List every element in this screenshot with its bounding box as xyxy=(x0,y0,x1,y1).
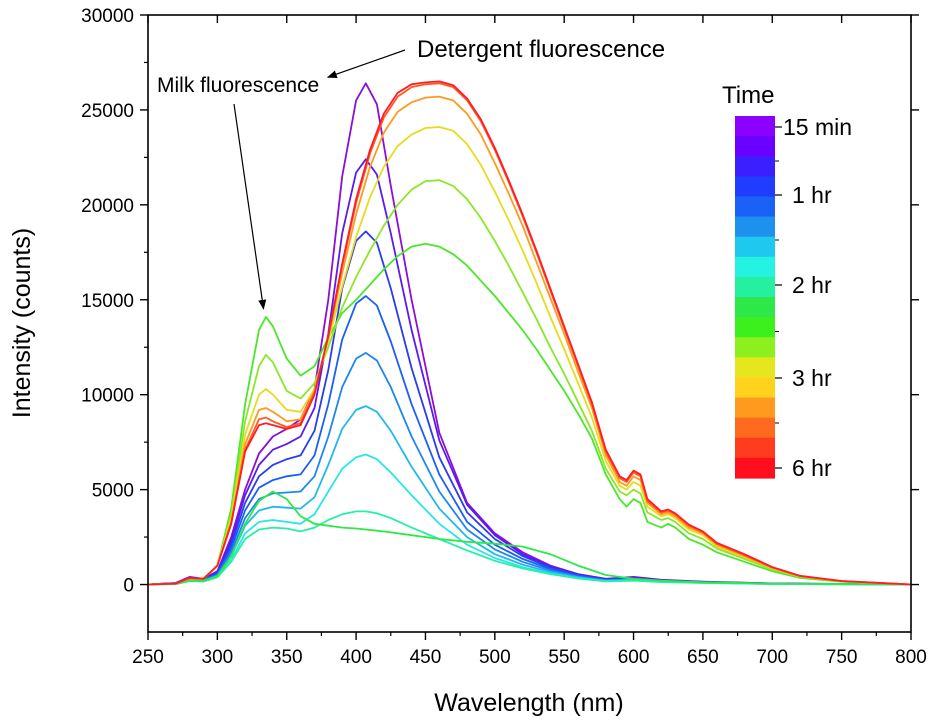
colorbar-segment xyxy=(735,116,775,137)
milk-annotation-label: Milk fluorescence xyxy=(157,74,319,97)
colorbar-segment xyxy=(735,317,775,338)
spectrum-line-15 xyxy=(147,80,912,586)
spectrum-line-12 xyxy=(147,126,912,586)
y-tick-label: 25000 xyxy=(81,101,134,122)
x-tick-label: 800 xyxy=(895,647,927,668)
series-layer xyxy=(147,80,912,586)
colorbar-segment xyxy=(735,216,775,238)
spectrum-line-13 xyxy=(147,95,912,586)
detergent-annotation-label: Detergent fluorescence xyxy=(417,36,665,63)
colorbar-segment xyxy=(735,437,775,459)
colorbar-label: 1 hr xyxy=(792,182,832,208)
colorbar-segment xyxy=(735,417,775,439)
x-axis-title: Wavelength (nm) xyxy=(434,689,623,717)
colorbar-segment xyxy=(735,136,775,157)
milk-annotation-arrow xyxy=(233,103,267,310)
colorbar-segment xyxy=(735,337,775,358)
time-colorbar: Time 15 min 1 hr 2 hr 3 hr 6 hr xyxy=(722,82,852,481)
colorbar-segment xyxy=(735,377,775,399)
y-tick-label: 0 xyxy=(123,576,134,597)
y-tick-label: 20000 xyxy=(81,196,134,217)
x-tick-label: 450 xyxy=(410,647,442,668)
y-tick-label: 15000 xyxy=(81,291,134,312)
y-tick-label: 30000 xyxy=(81,6,134,27)
colorbar-segment xyxy=(735,256,775,278)
spectrum-line-11 xyxy=(147,179,912,586)
colorbar-segment xyxy=(735,276,775,298)
x-tick-label: 300 xyxy=(202,647,234,668)
y-tick-label: 10000 xyxy=(81,386,134,407)
colorbar-label: 6 hr xyxy=(792,455,832,481)
y-axis-title: Intensity (counts) xyxy=(8,228,36,418)
colorbar-segment xyxy=(735,176,775,198)
x-tick-label: 700 xyxy=(756,647,788,668)
colorbar-label: 3 hr xyxy=(792,365,832,391)
colorbar-label: 15 min xyxy=(783,114,852,140)
spectrum-line-8 xyxy=(147,510,912,586)
x-tick-label: 650 xyxy=(687,647,719,668)
colorbar-segment xyxy=(735,156,775,177)
x-tick-label: 500 xyxy=(479,647,511,668)
x-tick-label: 750 xyxy=(826,647,858,668)
annotations: Milk fluorescence Detergent fluorescence xyxy=(157,36,665,310)
colorbar-segment xyxy=(735,457,775,479)
axis-ticks: 250 300 350 400 450 500 550 600 650 700 750 800 0 500… xyxy=(81,6,927,668)
x-tick-label: 350 xyxy=(271,647,303,668)
x-tick-label: 250 xyxy=(132,647,164,668)
colorbar-segment xyxy=(735,357,775,379)
colorbar-segment xyxy=(735,236,775,258)
colorbar-label: 2 hr xyxy=(792,272,832,298)
colorbar-segment xyxy=(735,297,775,318)
x-tick-label: 400 xyxy=(340,647,372,668)
colorbar-segment xyxy=(735,196,775,218)
y-tick-label: 5000 xyxy=(92,481,134,502)
x-tick-label: 550 xyxy=(548,647,580,668)
spectrum-line-9 xyxy=(147,490,912,586)
colorbar-segment xyxy=(735,397,775,419)
colorbar-title: Time xyxy=(722,82,774,109)
detergent-annotation-arrow xyxy=(326,49,406,79)
x-tick-label: 600 xyxy=(618,647,650,668)
spectrum-line-10 xyxy=(147,242,912,586)
